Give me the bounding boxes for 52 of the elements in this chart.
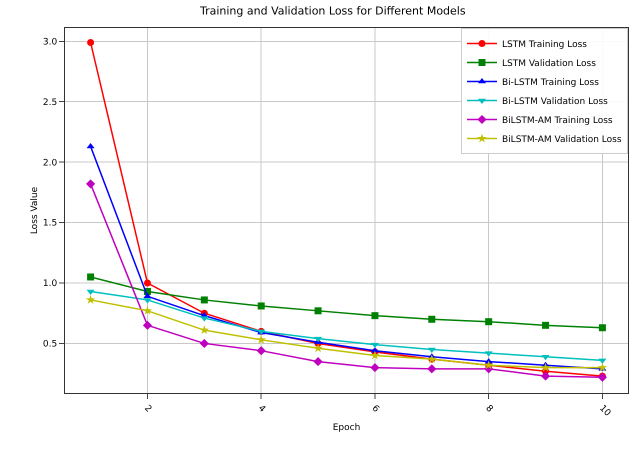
point xyxy=(427,364,436,374)
point xyxy=(370,350,380,360)
legend-label: BiLSTM-AM Validation Loss xyxy=(502,135,622,146)
point xyxy=(87,273,94,280)
point xyxy=(143,292,152,298)
point xyxy=(200,338,209,348)
y-tick-label: 1.5 xyxy=(42,218,58,229)
x-tick-label: 8 xyxy=(483,404,495,415)
point xyxy=(144,280,151,287)
point xyxy=(86,295,96,304)
point xyxy=(313,343,323,352)
legend-label: Bi-LSTM Training Loss xyxy=(502,78,600,88)
point xyxy=(142,306,152,315)
y-axis-title: Loss Value xyxy=(30,186,40,234)
x-tick-label: 4 xyxy=(256,404,268,415)
point xyxy=(370,342,379,348)
point xyxy=(87,39,94,46)
legend-label: LSTM Validation Loss xyxy=(502,59,596,70)
point xyxy=(256,334,266,344)
point xyxy=(314,307,322,314)
y-tick-label: 0.5 xyxy=(42,340,58,350)
point xyxy=(371,312,378,320)
point xyxy=(86,179,96,188)
point xyxy=(314,357,323,366)
point xyxy=(200,296,208,304)
point xyxy=(485,318,492,326)
x-tick-label: 10 xyxy=(597,404,612,419)
point xyxy=(540,372,550,381)
point xyxy=(86,142,95,148)
x-tick-label: 6 xyxy=(370,404,381,415)
y-tick-label: 2.5 xyxy=(42,98,58,108)
legend-label: LSTM Training Loss xyxy=(502,40,588,50)
point xyxy=(598,362,608,372)
point xyxy=(200,316,208,322)
legend-label: BiLSTM-AM Training Loss xyxy=(502,116,613,126)
chart-title: Training and Validation Loss for Different Models xyxy=(198,4,466,18)
legend-label: Bi-LSTM Validation Loss xyxy=(502,97,608,108)
point xyxy=(258,302,265,310)
x-tick-label: 2 xyxy=(142,404,154,415)
point xyxy=(542,322,550,329)
point xyxy=(598,324,606,332)
y-tick-label: 2.0 xyxy=(42,158,58,168)
point xyxy=(370,363,380,372)
point xyxy=(142,320,152,330)
y-tick-label: 3.0 xyxy=(42,37,58,48)
y-tick-label: 1.0 xyxy=(42,279,58,290)
point xyxy=(542,354,550,360)
x-axis-title: Epoch xyxy=(332,423,360,433)
point xyxy=(484,351,493,357)
point xyxy=(428,316,436,323)
point xyxy=(256,346,266,356)
point xyxy=(540,362,550,372)
